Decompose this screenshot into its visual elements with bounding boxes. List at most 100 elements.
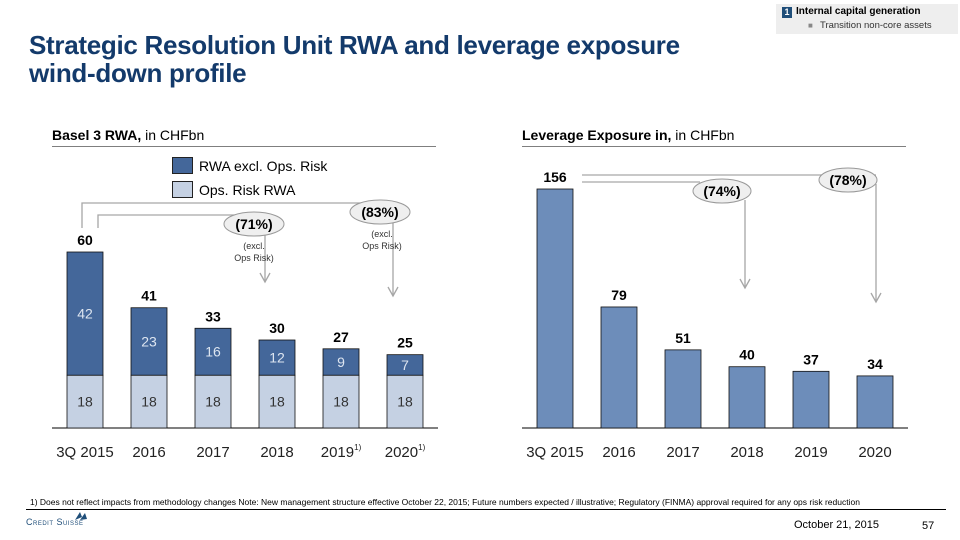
rwa-bar-excl-ops [66, 251, 104, 376]
leverage-bar [728, 366, 766, 429]
rwa-callout-83-note-1: (excl. [371, 229, 393, 239]
rwa-callout-71-note-2: Ops Risk) [234, 253, 274, 263]
rwa-excl-value-label: 12 [269, 350, 285, 366]
leverage-chart-heading: Leverage Exposure in, in CHFbn [522, 127, 734, 143]
rwa-ops-value-label: 18 [333, 394, 349, 410]
rwa-callout-71 [223, 211, 285, 237]
rwa-category-label: 20191) [321, 443, 362, 461]
leverage-heading-bold: Leverage Exposure in, [522, 127, 672, 143]
rwa-heading-unit: in CHFbn [141, 127, 205, 143]
rwa-ops-value-label: 18 [205, 394, 221, 410]
page-title-line1: Strategic Resolution Unit RWA and levera… [29, 30, 680, 60]
rwa-ops-value-label: 18 [397, 394, 413, 410]
legend-swatch-light [172, 181, 193, 198]
rwa-total-label: 27 [333, 329, 349, 345]
rwa-excl-value-label: 7 [401, 357, 409, 373]
rwa-callout-83-label: (83%) [361, 204, 398, 220]
rwa-total-label: 33 [205, 308, 221, 324]
leverage-bar [856, 375, 894, 429]
leverage-category-label: 2017 [666, 444, 699, 461]
rwa-heading-bold: Basel 3 RWA, [52, 127, 142, 143]
leverage-bar [536, 188, 574, 429]
rwa-total-label: 25 [397, 335, 413, 351]
rwa-ops-value-label: 18 [77, 394, 93, 410]
leverage-bar [664, 349, 702, 429]
leverage-value-label: 37 [803, 351, 819, 367]
rwa-category-label: 20201) [385, 443, 426, 461]
footnote-marker: 1) [354, 443, 361, 452]
leverage-category-label: 2020 [858, 444, 891, 461]
rwa-excl-value-label: 9 [337, 354, 345, 370]
rwa-heading-rule [52, 146, 436, 147]
rwa-connector-83 [81, 202, 393, 228]
rwa-total-label: 30 [269, 320, 285, 336]
leverage-callout-74 [692, 178, 752, 204]
rwa-arrowhead-83 [387, 286, 399, 298]
rwa-callout-71-note-1: (excl. [243, 241, 265, 251]
legend-label-ops-risk: Ops. Risk RWA [199, 181, 296, 198]
rwa-bar-ops-risk [66, 374, 104, 429]
rwa-excl-value-label: 42 [77, 306, 93, 322]
rwa-bar-ops-risk [258, 374, 296, 429]
rwa-bar-excl-ops [258, 339, 296, 376]
rwa-callout-71-label: (71%) [235, 216, 272, 232]
rwa-callout-83 [349, 199, 411, 225]
page-title: Strategic Resolution Unit RWA and levera… [29, 31, 680, 87]
leverage-arrowhead-78 [870, 292, 882, 304]
footnote-marker: 1) [418, 443, 425, 452]
leverage-callout-78 [818, 167, 878, 193]
leverage-value-label: 40 [739, 347, 755, 363]
rwa-category-label: 2016 [132, 444, 165, 461]
rwa-bar-ops-risk [386, 374, 424, 429]
rwa-ops-value-label: 18 [269, 394, 285, 410]
leverage-category-label: 2016 [602, 444, 635, 461]
rwa-excl-value-label: 23 [141, 333, 157, 349]
rwa-chart-heading: Basel 3 RWA, in CHFbn [52, 127, 204, 143]
rwa-connector-71 [97, 214, 265, 228]
rwa-category-label: 2017 [196, 444, 229, 461]
section-subitem: Transition non-core assets [820, 20, 932, 31]
leverage-heading-rule [522, 146, 906, 147]
rwa-bar-excl-ops [130, 307, 168, 376]
leverage-bar [792, 370, 830, 429]
page-number: 57 [922, 520, 935, 532]
footer-rule [26, 509, 946, 510]
rwa-bar-ops-risk [194, 374, 232, 429]
section-number: 1 [782, 7, 792, 18]
leverage-heading-unit: in CHFbn [671, 127, 735, 143]
leverage-category-label: 2018 [730, 444, 763, 461]
presentation-date: October 21, 2015 [794, 519, 880, 531]
footnote: 1) Does not reflect impacts from methodo… [30, 497, 860, 507]
rwa-callout-83-note-2: Ops Risk) [362, 241, 402, 251]
rwa-ops-value-label: 18 [141, 394, 157, 410]
section-title: Internal capital generation [796, 6, 921, 17]
rwa-category-label: 2018 [260, 444, 293, 461]
leverage-value-label: 156 [543, 169, 567, 185]
rwa-bar-excl-ops [386, 354, 424, 376]
legend-item-ops-risk: Ops. Risk RWA [172, 181, 295, 198]
leverage-category-label: 2019 [794, 444, 827, 461]
sail-logo-icon [75, 512, 87, 520]
page-title-line2: wind-down profile [29, 58, 247, 88]
legend-item-rwa-excl: RWA excl. Ops. Risk [172, 157, 327, 174]
leverage-callout-78-label: (78%) [829, 172, 866, 188]
rwa-bar-excl-ops [322, 348, 360, 376]
leverage-bar [600, 306, 638, 429]
legend-swatch-dark [172, 157, 193, 174]
legend-label-rwa-excl: RWA excl. Ops. Risk [199, 157, 328, 174]
rwa-total-label: 60 [77, 232, 93, 248]
leverage-value-label: 79 [611, 287, 627, 303]
leverage-value-label: 34 [867, 356, 883, 372]
section-badge: 1 Internal capital generation ■ Transiti… [776, 4, 958, 34]
credit-suisse-logo: Credit Suisse [26, 517, 84, 527]
bullet-icon: ■ [808, 21, 813, 30]
leverage-arrowhead-74 [739, 278, 751, 290]
leverage-category-label: 3Q 2015 [526, 444, 584, 461]
rwa-category-label: 3Q 2015 [56, 444, 114, 461]
rwa-bar-excl-ops [194, 327, 232, 376]
leverage-callout-74-label: (74%) [703, 183, 740, 199]
rwa-excl-value-label: 16 [205, 344, 221, 360]
leverage-value-label: 51 [675, 330, 691, 346]
